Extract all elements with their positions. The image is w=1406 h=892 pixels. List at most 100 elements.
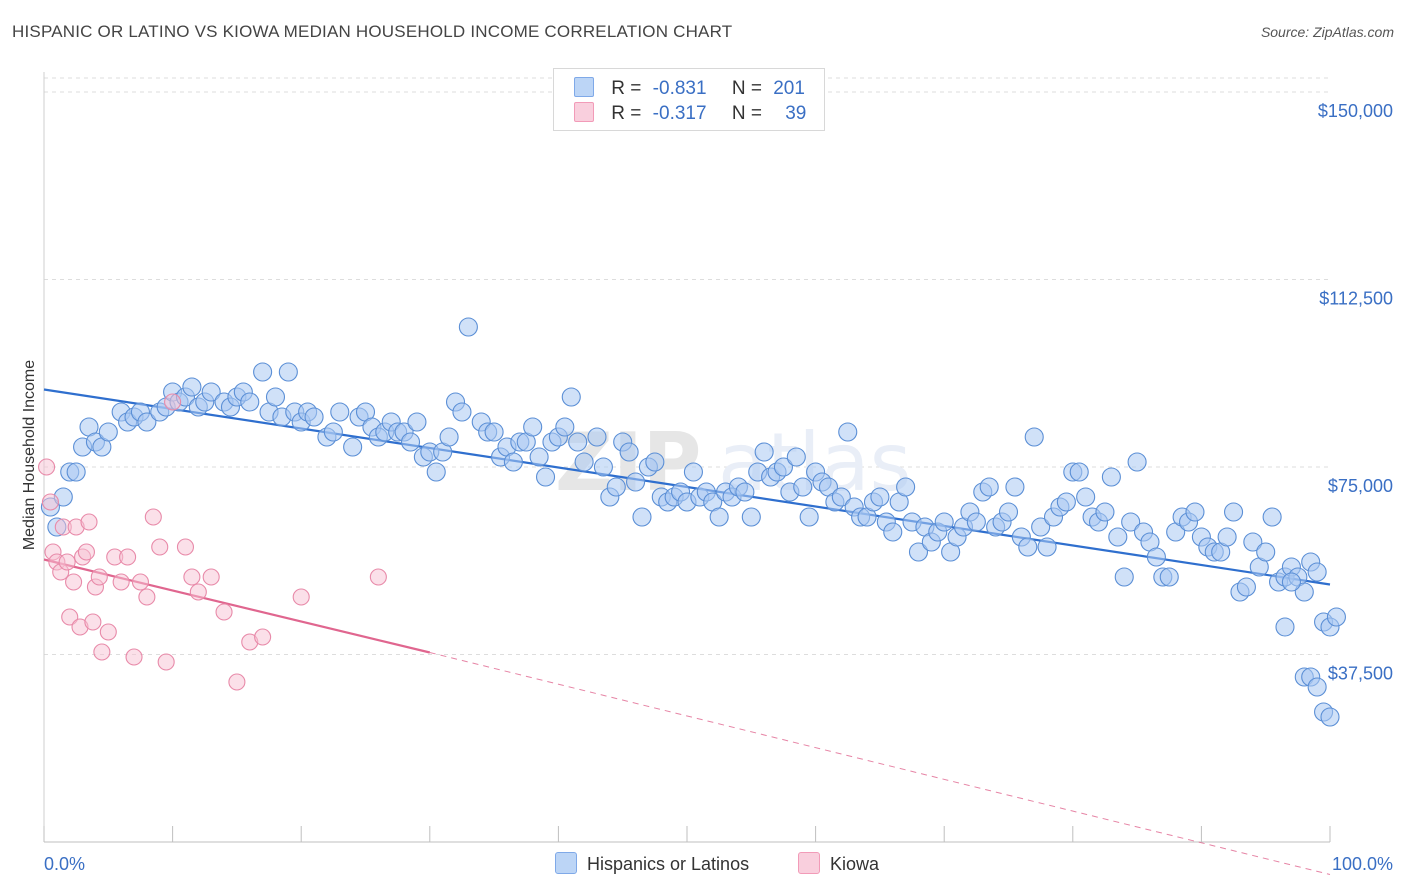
hispanic-point <box>304 407 324 427</box>
grid-layer <box>44 77 1330 655</box>
y-tick-label: $37,500 <box>1328 664 1393 684</box>
hispanic-point <box>1024 427 1044 447</box>
hispanic-point <box>619 442 639 462</box>
hispanic-point <box>1037 537 1057 557</box>
kiowa-point <box>151 538 169 556</box>
correlation-legend: R = -0.831 N = 201 R = -0.317 N = 39 <box>553 68 825 131</box>
hispanic-point <box>523 417 543 437</box>
kiowa-point <box>164 393 182 411</box>
hispanic-point <box>278 362 298 382</box>
hispanic-point <box>1159 567 1179 587</box>
hispanic-point <box>606 477 626 497</box>
hispanic-point <box>1076 487 1096 507</box>
kiowa-point <box>292 588 310 606</box>
legend-n-label: N = <box>731 78 762 99</box>
source-credit: Source: ZipAtlas.com <box>1260 24 1394 40</box>
hispanic-point <box>773 457 794 477</box>
legend-row-kiowa: R = -0.317 N = 39 <box>574 102 806 126</box>
hispanic-point <box>883 522 903 542</box>
kiowa-point <box>99 623 117 641</box>
kiowa-point <box>176 538 195 556</box>
hispanic-point <box>1307 562 1327 582</box>
hispanic-point <box>683 462 703 482</box>
hispanic-point <box>1217 527 1237 547</box>
hispanic-point <box>870 487 890 507</box>
kiowa-point <box>58 553 76 571</box>
legend-item-hispanic: Hispanics or Latinos <box>555 852 749 875</box>
kiowa-point <box>183 568 201 586</box>
kiowa-point <box>144 508 162 526</box>
legend-swatch-kiowa <box>574 102 594 122</box>
hispanic-point <box>934 512 954 532</box>
hispanic-point <box>831 487 851 507</box>
hispanic-point <box>786 447 806 467</box>
kiowa-trend-line <box>43 558 431 654</box>
hispanic-point <box>1069 462 1089 482</box>
kiowa-point <box>77 543 95 561</box>
hispanic-point <box>998 502 1019 522</box>
legend-r-label: R = <box>611 103 642 124</box>
hispanic-point <box>908 542 929 562</box>
legend-r-value: -0.831 <box>652 78 707 99</box>
hispanic-point <box>741 507 761 527</box>
hispanic-point <box>452 402 472 422</box>
hispanic-point <box>1294 582 1314 602</box>
kiowa-point <box>61 608 79 626</box>
hispanic-point <box>343 437 363 457</box>
kiowa-point <box>131 573 149 591</box>
legend-n-value: 201 <box>773 78 805 99</box>
hispanic-point <box>201 382 221 402</box>
hispanic-point <box>1185 502 1205 522</box>
hispanic-point <box>407 412 427 432</box>
y-tick-label: $150,000 <box>1318 101 1393 121</box>
legend-item-kiowa: Kiowa <box>798 852 879 875</box>
y-tick-label: $112,500 <box>1319 289 1393 309</box>
kiowa-point <box>80 513 98 531</box>
hispanic-point <box>709 507 729 527</box>
kiowa-point <box>189 583 207 601</box>
hispanic-point <box>1236 577 1256 597</box>
hispanic-point <box>1108 527 1128 547</box>
hispanic-point <box>1005 477 1025 497</box>
hispanic-point <box>1127 452 1147 472</box>
chart-title: HISPANIC OR LATINO VS KIOWA MEDIAN HOUSE… <box>12 22 733 41</box>
kiowa-point <box>38 458 56 476</box>
kiowa-trend-extension <box>429 652 1331 875</box>
x-tick-label: 100.0% <box>1332 854 1393 874</box>
hispanic-point <box>182 377 202 397</box>
points-layer <box>38 317 1346 727</box>
legend-n-value: 39 <box>785 103 807 124</box>
hispanic-point <box>896 477 916 497</box>
hispanic-point <box>1095 502 1115 522</box>
hispanic-point <box>253 362 273 382</box>
kiowa-point <box>215 603 233 621</box>
hispanic-point <box>137 412 157 432</box>
legend-bottom-label-hispanic: Hispanics or Latinos <box>587 854 750 874</box>
hispanic-point <box>593 457 613 477</box>
hispanic-point <box>400 432 421 452</box>
hispanic-point <box>1031 517 1051 537</box>
hispanic-point <box>626 472 646 492</box>
legend-bottom-label-kiowa: Kiowa <box>830 854 880 874</box>
hispanic-point <box>1262 507 1282 527</box>
hispanic-point <box>1101 467 1121 487</box>
kiowa-point <box>90 568 108 586</box>
hispanic-point <box>1056 492 1076 512</box>
hispanic-point <box>754 442 774 462</box>
hispanic-point <box>793 477 813 497</box>
hispanic-point <box>66 462 86 482</box>
kiowa-point <box>65 573 83 591</box>
hispanic-point <box>966 512 986 532</box>
hispanic-point <box>323 422 343 442</box>
hispanic-point <box>265 387 286 407</box>
hispanic-point <box>1146 547 1166 567</box>
axis-layer <box>43 72 1331 843</box>
y-tick-label: $75,000 <box>1328 476 1393 496</box>
legend-n-label: N = <box>731 103 762 124</box>
hispanic-point <box>1326 607 1346 627</box>
hispanic-point <box>439 427 459 447</box>
hispanic-point <box>561 387 581 407</box>
hispanic-point <box>503 452 523 472</box>
hispanic-point <box>529 447 549 467</box>
legend-r-label: R = <box>611 78 642 99</box>
